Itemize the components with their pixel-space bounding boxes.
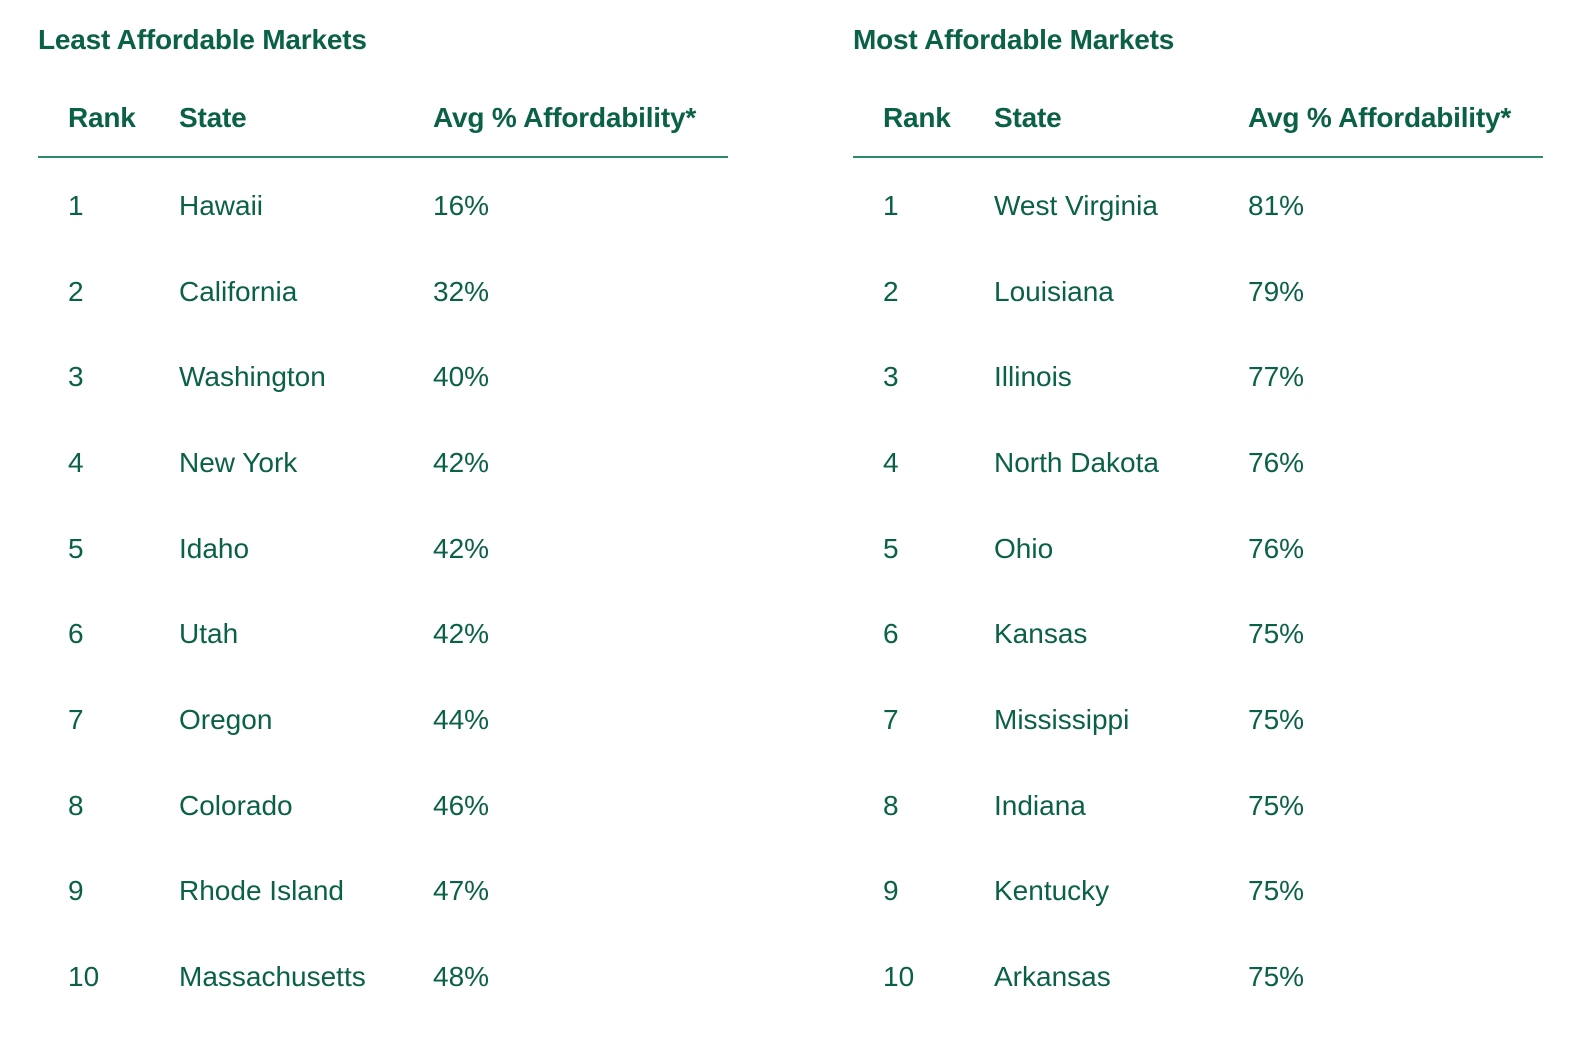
table-title: Most Affordable Markets [853,24,1175,55]
table-row: 4 North Dakota 76% [853,447,1543,487]
rank-cell: 8 [883,790,899,821]
header-rank: Rank [883,102,951,133]
avg-cell: 75% [1248,790,1305,821]
rank-cell: 10 [68,961,100,992]
table-row: 5 Ohio 76% [853,533,1543,573]
state-cell: Louisiana [994,276,1114,307]
table-row: 2 Louisiana 79% [853,276,1543,316]
rank-cell: 2 [68,276,84,307]
table-row: 7 Mississippi 75% [853,704,1543,744]
avg-cell: 81% [1248,190,1305,221]
state-cell: California [179,276,298,307]
table-row: 3 Illinois 77% [853,361,1543,401]
table-row: 3 Washington 40% [38,361,728,401]
header-rank: Rank [68,102,136,133]
avg-cell: 32% [433,276,490,307]
state-cell: Oregon [179,704,273,735]
header-divider [853,156,1543,158]
rank-cell: 9 [883,875,899,906]
avg-cell: 76% [1248,447,1305,478]
avg-cell: 76% [1248,533,1305,564]
avg-cell: 47% [433,875,490,906]
table-row: 6 Kansas 75% [853,618,1543,658]
rank-cell: 10 [883,961,915,992]
state-cell: Illinois [994,361,1072,392]
state-cell: Arkansas [994,961,1111,992]
state-cell: Ohio [994,533,1054,564]
state-cell: Indiana [994,790,1086,821]
header-divider [38,156,728,158]
avg-cell: 75% [1248,961,1305,992]
rank-cell: 4 [883,447,899,478]
rank-cell: 5 [883,533,899,564]
avg-cell: 75% [1248,618,1305,649]
avg-cell: 48% [433,961,490,992]
rank-cell: 1 [883,190,899,221]
avg-cell: 42% [433,533,490,564]
state-cell: Rhode Island [179,875,345,906]
state-cell: Idaho [179,533,250,564]
table-row: 7 Oregon 44% [38,704,728,744]
header-avg-affordability: Avg % Affordability* [1248,102,1512,133]
rank-cell: 4 [68,447,84,478]
rank-cell: 7 [68,704,84,735]
avg-cell: 46% [433,790,490,821]
avg-cell: 44% [433,704,490,735]
table-row: 4 New York 42% [38,447,728,487]
header-state: State [994,102,1062,133]
state-cell: North Dakota [994,447,1159,478]
avg-cell: 40% [433,361,490,392]
table-row: 10 Arkansas 75% [853,961,1543,1001]
avg-cell: 42% [433,618,490,649]
rank-cell: 2 [883,276,899,307]
rank-cell: 8 [68,790,84,821]
rank-cell: 3 [68,361,84,392]
state-cell: New York [179,447,298,478]
rank-cell: 5 [68,533,84,564]
table-row: 5 Idaho 42% [38,533,728,573]
table-row: 6 Utah 42% [38,618,728,658]
state-cell: Massachusetts [179,961,366,992]
state-cell: Utah [179,618,239,649]
table-row: 1 Hawaii 16% [38,190,728,230]
rank-cell: 9 [68,875,84,906]
table-row: 9 Rhode Island 47% [38,875,728,915]
state-cell: Kansas [994,618,1088,649]
rank-cell: 3 [883,361,899,392]
table-header: Rank State Avg % Affordability* [853,102,1543,142]
state-cell: Colorado [179,790,293,821]
state-cell: Mississippi [994,704,1130,735]
table-row: 9 Kentucky 75% [853,875,1543,915]
table-header: Rank State Avg % Affordability* [38,102,728,142]
table-row: 1 West Virginia 81% [853,190,1543,230]
header-state: State [179,102,247,133]
table-row: 8 Colorado 46% [38,790,728,830]
state-cell: Hawaii [179,190,264,221]
avg-cell: 42% [433,447,490,478]
rank-cell: 7 [883,704,899,735]
rank-cell: 6 [883,618,899,649]
avg-cell: 77% [1248,361,1305,392]
table-row: 8 Indiana 75% [853,790,1543,830]
rank-cell: 6 [68,618,84,649]
state-cell: West Virginia [994,190,1158,221]
header-avg-affordability: Avg % Affordability* [433,102,697,133]
avg-cell: 75% [1248,875,1305,906]
avg-cell: 16% [433,190,490,221]
rank-cell: 1 [68,190,84,221]
state-cell: Washington [179,361,326,392]
avg-cell: 79% [1248,276,1305,307]
state-cell: Kentucky [994,875,1110,906]
table-row: 2 California 32% [38,276,728,316]
avg-cell: 75% [1248,704,1305,735]
table-row: 10 Massachusetts 48% [38,961,728,1001]
table-title: Least Affordable Markets [38,24,367,55]
